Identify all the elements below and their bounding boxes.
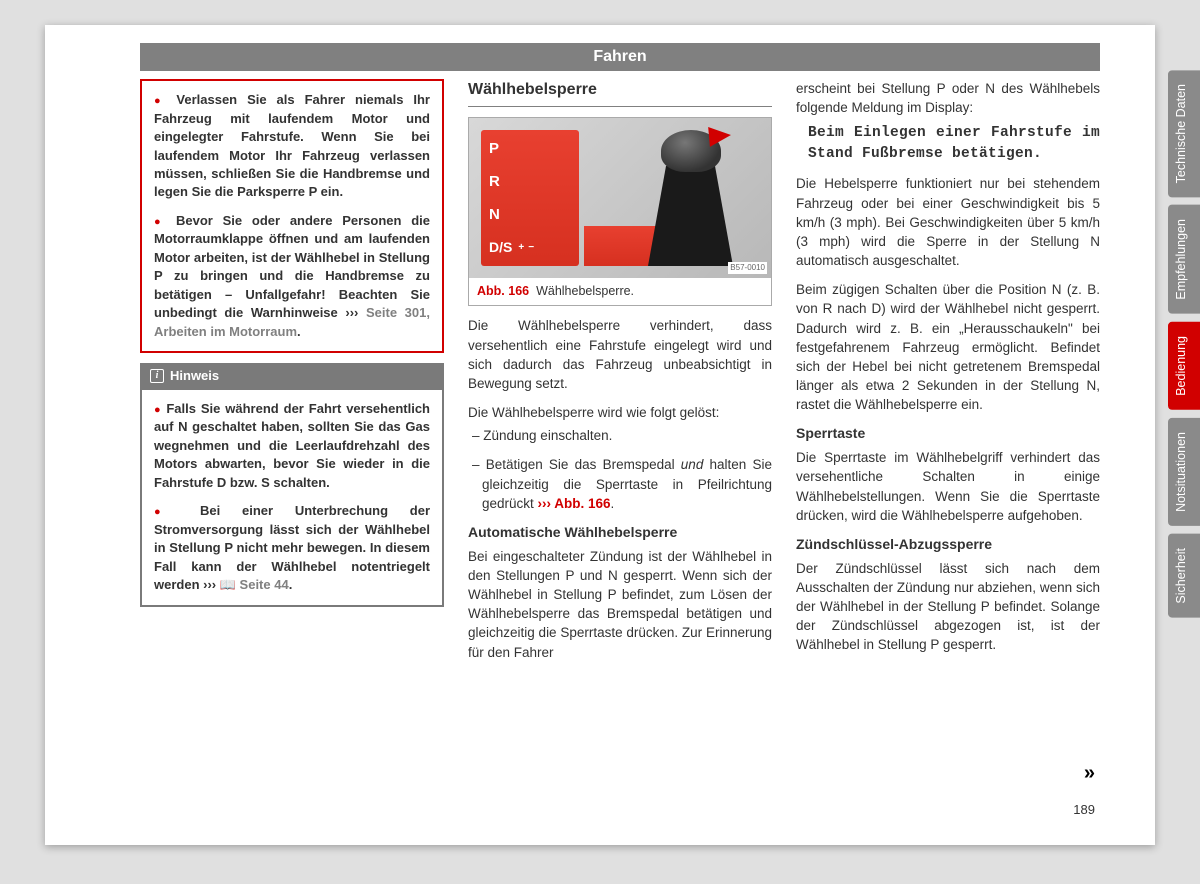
list-item: Zündung einschalten. — [468, 426, 772, 445]
content-columns: Verlassen Sie als Fahrer niemals Ihr Fah… — [140, 79, 1100, 662]
hint-header: i Hinweis — [140, 363, 444, 389]
continue-mark: » — [1084, 762, 1095, 785]
hint-box: Falls Sie während der Fahrt versehentlic… — [140, 390, 444, 607]
body-text: erscheint bei Stellung P oder N des Wähl… — [796, 79, 1100, 117]
arrow-icon — [708, 125, 732, 147]
manual-page: Fahren Verlassen Sie als Fahrer niemals … — [45, 25, 1155, 845]
list-item: Betätigen Sie das Bremspedal und halten … — [468, 455, 772, 512]
body-text: Die Sperrtaste im Wählhebelgriff verhind… — [796, 448, 1100, 525]
warning-box: Verlassen Sie als Fahrer niemals Ihr Fah… — [140, 79, 444, 353]
figure-image: P R N D/S + − B57-0010 — [469, 118, 771, 278]
tab-bedienung[interactable]: Bedienung — [1168, 322, 1200, 410]
display-message: Beim Einlegen einer Fahrstufe im Stand F… — [796, 123, 1100, 164]
column-2: Wählhebelsperre P R N D/S + − — [468, 79, 772, 662]
body-text: Die Hebelsperre funktioniert nur bei ste… — [796, 174, 1100, 270]
gear-label-ds: D/S + − — [489, 238, 571, 258]
info-icon: i — [150, 369, 164, 383]
figure-ref-code: B57-0010 — [728, 262, 767, 273]
subheading: Sperrtaste — [796, 424, 1100, 444]
body-text: Bei eingeschalteter Zündung ist der Wähl… — [468, 547, 772, 662]
tab-notsituationen[interactable]: Notsituationen — [1168, 418, 1200, 526]
subheading: Automatische Wählhebelsperre — [468, 523, 772, 543]
hint-item: Falls Sie während der Fahrt versehentlic… — [154, 400, 430, 492]
column-3: erscheint bei Stellung P oder N des Wähl… — [796, 79, 1100, 662]
body-text: Der Zündschlüssel lässt sich nach dem Au… — [796, 559, 1100, 655]
shifter-boot — [648, 166, 733, 266]
page-number: 189 — [1073, 802, 1095, 817]
hint-title: Hinweis — [170, 367, 219, 385]
warning-item: Bevor Sie oder andere Personen die Motor… — [154, 212, 430, 341]
subheading: Zündschlüssel-Abzugssperre — [796, 535, 1100, 555]
side-tabs: Technische Daten Empfehlungen Bedienung … — [1168, 70, 1200, 617]
body-text: Die Wählhebelsperre verhindert, dass ver… — [468, 316, 772, 393]
tab-sicherheit[interactable]: Sicherheit — [1168, 534, 1200, 618]
tab-technische-daten[interactable]: Technische Daten — [1168, 70, 1200, 197]
book-icon: 📖 — [220, 577, 240, 592]
gear-label-r: R — [489, 171, 571, 192]
page-ref[interactable]: Seite 44 — [240, 577, 289, 592]
section-title: Wählhebelsperre — [468, 79, 772, 107]
figure-ref[interactable]: ››› Abb. 166 — [538, 496, 611, 511]
tab-empfehlungen[interactable]: Empfehlungen — [1168, 205, 1200, 314]
figure-166: P R N D/S + − B57-0010 — [468, 117, 772, 307]
body-text: Beim zügigen Schalten über die Position … — [796, 280, 1100, 414]
body-text: Die Wählhebelsperre wird wie folgt gelös… — [468, 403, 772, 422]
figure-caption: Abb. 166 Wählhebelsperre. — [469, 278, 771, 306]
hint-item: Bei einer Unterbrechung der Stromversorg… — [154, 502, 430, 594]
chapter-header: Fahren — [140, 43, 1100, 71]
gear-label-p: P — [489, 138, 571, 159]
warning-item: Verlassen Sie als Fahrer niemals Ihr Fah… — [154, 91, 430, 202]
column-1: Verlassen Sie als Fahrer niemals Ihr Fah… — [140, 79, 444, 662]
shifter-panel: P R N D/S + − — [481, 130, 579, 266]
gear-label-n: N — [489, 204, 571, 225]
